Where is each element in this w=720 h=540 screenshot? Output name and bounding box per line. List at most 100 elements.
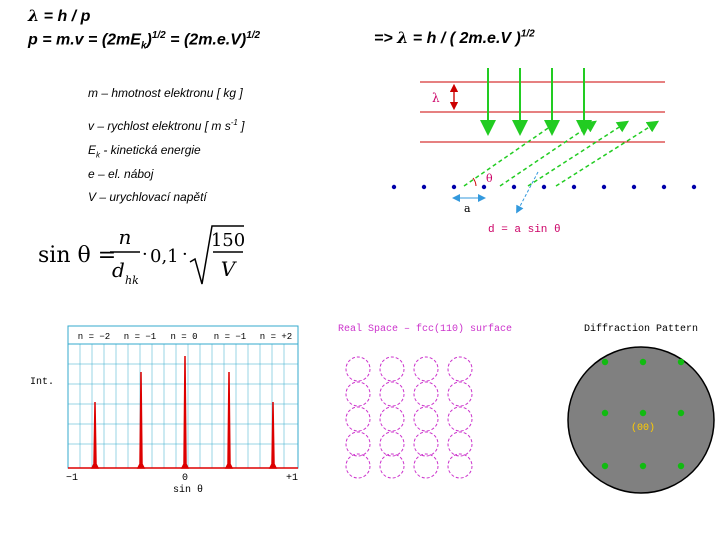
mult-dot-1: · [142,244,148,265]
atom [541,184,547,190]
sqrt-sign [189,225,244,285]
momentum-paren: ) [146,31,152,49]
atom [661,184,667,190]
result-lambda: λ [397,28,409,47]
real-space-lattice [345,356,473,479]
atom [451,184,457,190]
atom [571,184,577,190]
diffraction-spot [639,409,647,417]
lattice-atom [379,381,405,407]
lattice-atom [379,406,405,432]
order-label: n = −1 [214,332,246,342]
diffraction-spot [677,358,685,366]
lattice-atom [345,406,371,432]
result-equation: => λ = h / ( 2m.e.V )1/2 [374,28,535,48]
diffraction-spot [639,462,647,470]
def-velocity-end: ] [237,119,245,133]
def-mass: m – hmotnost elektronu [ kg ] [88,86,243,100]
order-label: n = +2 [260,332,292,342]
x-tick-mid: 0 [182,473,188,484]
sine-equation: sin θ = n d hk · 0,1 · 150 V [38,225,245,287]
momentum-exp1: 1/2 [151,30,166,41]
a-label: a [464,202,471,215]
diffraction-spot [677,409,685,417]
lattice-atom [345,381,371,407]
result-exp: 1/2 [520,28,535,40]
lattice-atom [345,431,371,457]
theta-label: θ [486,172,493,185]
diffraction-peak [180,355,190,469]
def-velocity-sup: -1 [230,118,238,127]
diffracted-beam [463,120,559,187]
def-energy-sub: k [96,150,101,160]
lambda-label: λ [432,91,440,105]
bragg-diagram: λ θ a d = a sin θ [391,68,697,236]
x-tick-right: +1 [286,473,298,484]
ylabel: Int. [30,377,54,388]
sine-factor: 0,1 [150,246,179,267]
momentum-eq: = (2m.e.V) [165,31,247,49]
def-energy: Ek - kinetická energie [88,143,201,159]
lambda-equation: λ = h / p [28,6,90,26]
def-velocity: v – rychlost elektronu [ m s-1 ] [88,118,245,133]
atom [631,184,637,190]
atom [691,184,697,190]
lattice-atom [413,431,439,457]
momentum-main: p = m.v = (2mE [28,31,141,49]
diffraction-disc [567,346,715,494]
diffraction-pattern: (00) [567,346,715,494]
diffracted-beam [527,120,630,187]
diffraction-peak [136,371,146,469]
diffraction-spot [639,358,647,366]
result-rest: = h / ( 2m.e.V ) [408,30,521,47]
sine-denominator: d [112,258,125,282]
diffraction-spot [601,462,609,470]
lattice-atom [413,406,439,432]
lattice-atom [447,431,473,457]
def-voltage: V – urychlovací napětí [88,190,207,204]
theta-arc [472,177,477,187]
lambda-equation-rest: = h / p [39,8,91,25]
lattice-atom [447,381,473,407]
def-charge: e – el. náboj [88,167,154,181]
order-label: n = −1 [124,332,156,342]
diffraction-spot [677,462,685,470]
atom [511,184,517,190]
atom [481,184,487,190]
lambda-symbol: λ [28,6,40,25]
def-energy-symbol: E [88,143,97,157]
def-energy-text: - kinetická energie [100,143,201,157]
lattice-atom [413,356,439,382]
diffracted-beam [555,120,660,187]
momentum-sub: k [140,40,147,52]
lattice-atom [345,356,371,382]
lattice-atom [345,453,371,479]
root-numerator: 150 [211,230,245,251]
lattice-atom [379,431,405,457]
sine-numerator: n [119,225,132,249]
lattice-atom [379,453,405,479]
xlabel: sin θ [173,484,203,496]
order-label: n = 0 [170,332,197,342]
lattice-atom [447,406,473,432]
atom [391,184,397,190]
diffraction-spot [601,358,609,366]
lattice-atom [447,453,473,479]
root-denominator: V [221,257,238,281]
diffraction-title: Diffraction Pattern [584,324,699,335]
atom [421,184,427,190]
lattice-atom [413,381,439,407]
diffraction-peak [224,371,234,469]
x-tick-left: −1 [66,473,78,484]
implies-arrow: => [374,30,398,47]
order-label: n = −2 [78,332,110,342]
atom [601,184,607,190]
diffraction-spot [601,409,609,417]
chart-frame [67,325,299,469]
def-velocity-text: v – rychlost elektronu [ m s [88,119,231,133]
sine-denominator-sub: hk [125,274,139,287]
lattice-atom [413,453,439,479]
lattice-atom [447,356,473,382]
intensity-chart: n = −2 n = −1 n = 0 n = −1 n = +2 Int. −… [30,325,299,496]
mult-dot-2: · [182,244,188,265]
